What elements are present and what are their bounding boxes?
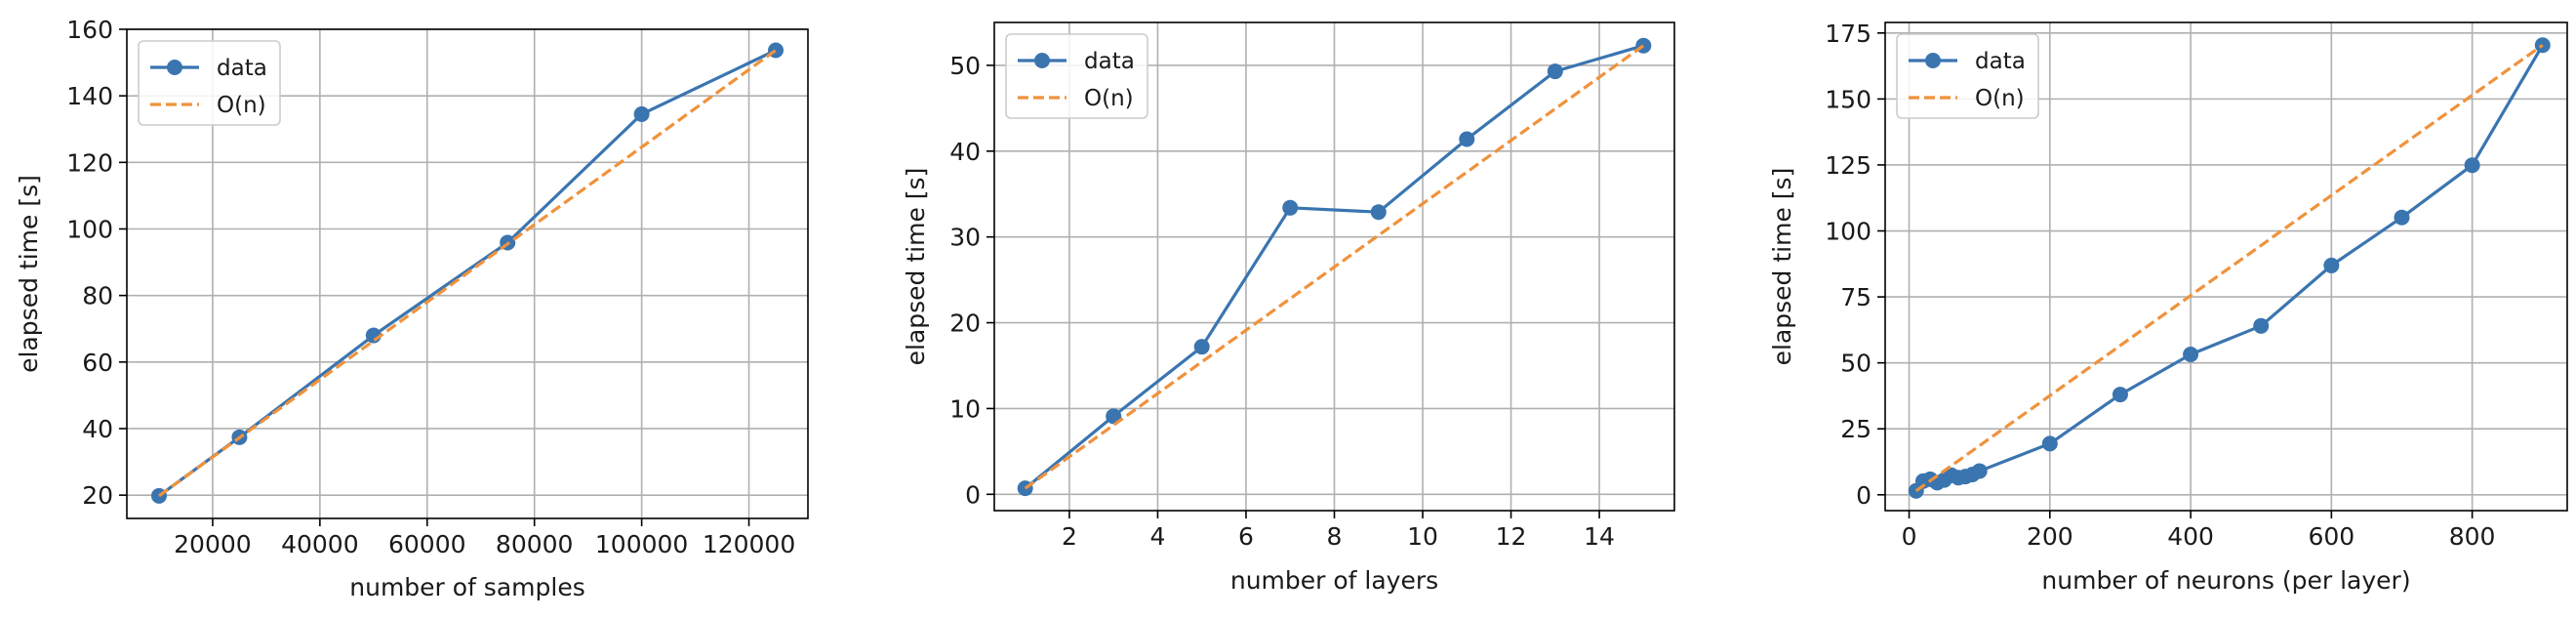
legend-marker-data	[1034, 53, 1050, 68]
x-tick-label: 0	[1902, 522, 1917, 551]
x-tick-label: 20000	[174, 530, 252, 558]
legend-label-data: data	[217, 56, 267, 81]
data-point	[1370, 204, 1387, 221]
data-point	[1106, 408, 1122, 425]
plot-frame	[1884, 21, 2568, 512]
x-tick-label: 8	[1327, 522, 1343, 551]
y-tick-label: 50	[1840, 350, 1872, 378]
y-tick-label: 50	[949, 52, 981, 80]
data-point	[2112, 387, 2128, 403]
plot-frame	[126, 28, 809, 519]
y-tick-label: 40	[82, 415, 113, 443]
x-tick-label: 800	[2449, 522, 2496, 551]
x-tick-label: 100000	[595, 530, 688, 558]
data-point	[1193, 339, 1210, 355]
data-point	[2394, 209, 2410, 226]
y-tick-label: 100	[66, 215, 113, 243]
y-tick-label: 100	[1825, 218, 1872, 246]
series-line-data	[1024, 44, 1644, 490]
legend: data O(n)	[1005, 33, 1148, 119]
y-tick-label: 10	[949, 394, 981, 423]
x-tick-label: 10	[1407, 522, 1438, 551]
y-tick-label: 175	[1825, 20, 1872, 48]
y-tick-label: 125	[1825, 151, 1872, 180]
y-tick-label: 25	[1840, 415, 1872, 443]
series-line-on	[158, 49, 777, 498]
series-line-on	[1914, 43, 2544, 493]
x-tick-label: 4	[1150, 522, 1166, 551]
y-tick-label: 40	[949, 138, 981, 166]
x-tick-label: 200	[2027, 522, 2073, 551]
data-point	[1547, 63, 1563, 80]
y-tick-label: 20	[949, 310, 981, 338]
x-axis-label: number of samples	[349, 573, 584, 601]
data-point	[1282, 199, 1299, 216]
plot-frame	[993, 21, 1675, 512]
x-tick-label: 40000	[281, 530, 359, 558]
legend: data O(n)	[138, 40, 281, 126]
data-point	[1971, 463, 1988, 479]
y-tick-label: 0	[1856, 481, 1872, 510]
legend-marker-data	[167, 60, 182, 75]
data-point	[2323, 257, 2340, 273]
x-axis-label: number of neurons (per layer)	[2041, 566, 2410, 595]
x-tick-label: 80000	[496, 530, 574, 558]
y-tick-label: 160	[66, 16, 113, 44]
y-tick-label: 140	[66, 82, 113, 110]
data-point	[1459, 131, 1475, 147]
y-tick-label: 30	[949, 224, 981, 252]
data-point	[2253, 317, 2270, 334]
data-point	[2183, 347, 2199, 362]
y-axis-label: elapsed time [s]	[1768, 168, 1796, 366]
legend-marker-data	[1925, 53, 1941, 68]
y-tick-label: 80	[82, 282, 113, 310]
x-axis-label: number of layers	[1230, 566, 1438, 595]
legend: data O(n)	[1896, 33, 2039, 119]
legend-label-on: O(n)	[1084, 86, 1134, 111]
x-tick-label: 60000	[388, 530, 466, 558]
x-tick-label: 6	[1238, 522, 1254, 551]
y-axis-label: elapsed time [s]	[15, 175, 43, 373]
chart-panel-2: 2 4 6 8 10 12 14 0 10 20 30 40 50 number of layers ela…	[902, 21, 1675, 595]
x-tick-label: 400	[2167, 522, 2214, 551]
legend-label-on: O(n)	[1975, 86, 2025, 111]
y-tick-label: 150	[1825, 85, 1872, 113]
series-line-on	[1024, 44, 1645, 490]
x-tick-label: 12	[1496, 522, 1527, 551]
y-tick-label: 60	[82, 349, 113, 377]
legend-label-data: data	[1084, 49, 1135, 74]
x-tick-label: 120000	[703, 530, 795, 558]
x-tick-label: 2	[1062, 522, 1077, 551]
chart-panel-1: 20000 40000 60000 80000 100000 120000 20 40 60 80…	[15, 16, 809, 601]
y-tick-label: 75	[1840, 283, 1872, 311]
x-tick-label: 14	[1584, 522, 1615, 551]
x-tick-label: 600	[2308, 522, 2355, 551]
y-tick-label: 20	[82, 481, 113, 510]
chart-panel-3: 0 200 400 600 800 0 25 50 75 100 125 150 175 number o…	[1768, 20, 2568, 595]
legend-label-on: O(n)	[217, 93, 266, 118]
data-point	[2464, 157, 2480, 174]
y-tick-label: 0	[965, 480, 981, 509]
legend-label-data: data	[1975, 49, 2026, 74]
data-point	[633, 105, 650, 122]
y-axis-label: elapsed time [s]	[902, 168, 930, 366]
y-tick-label: 120	[66, 148, 113, 177]
data-point	[2041, 435, 2058, 452]
